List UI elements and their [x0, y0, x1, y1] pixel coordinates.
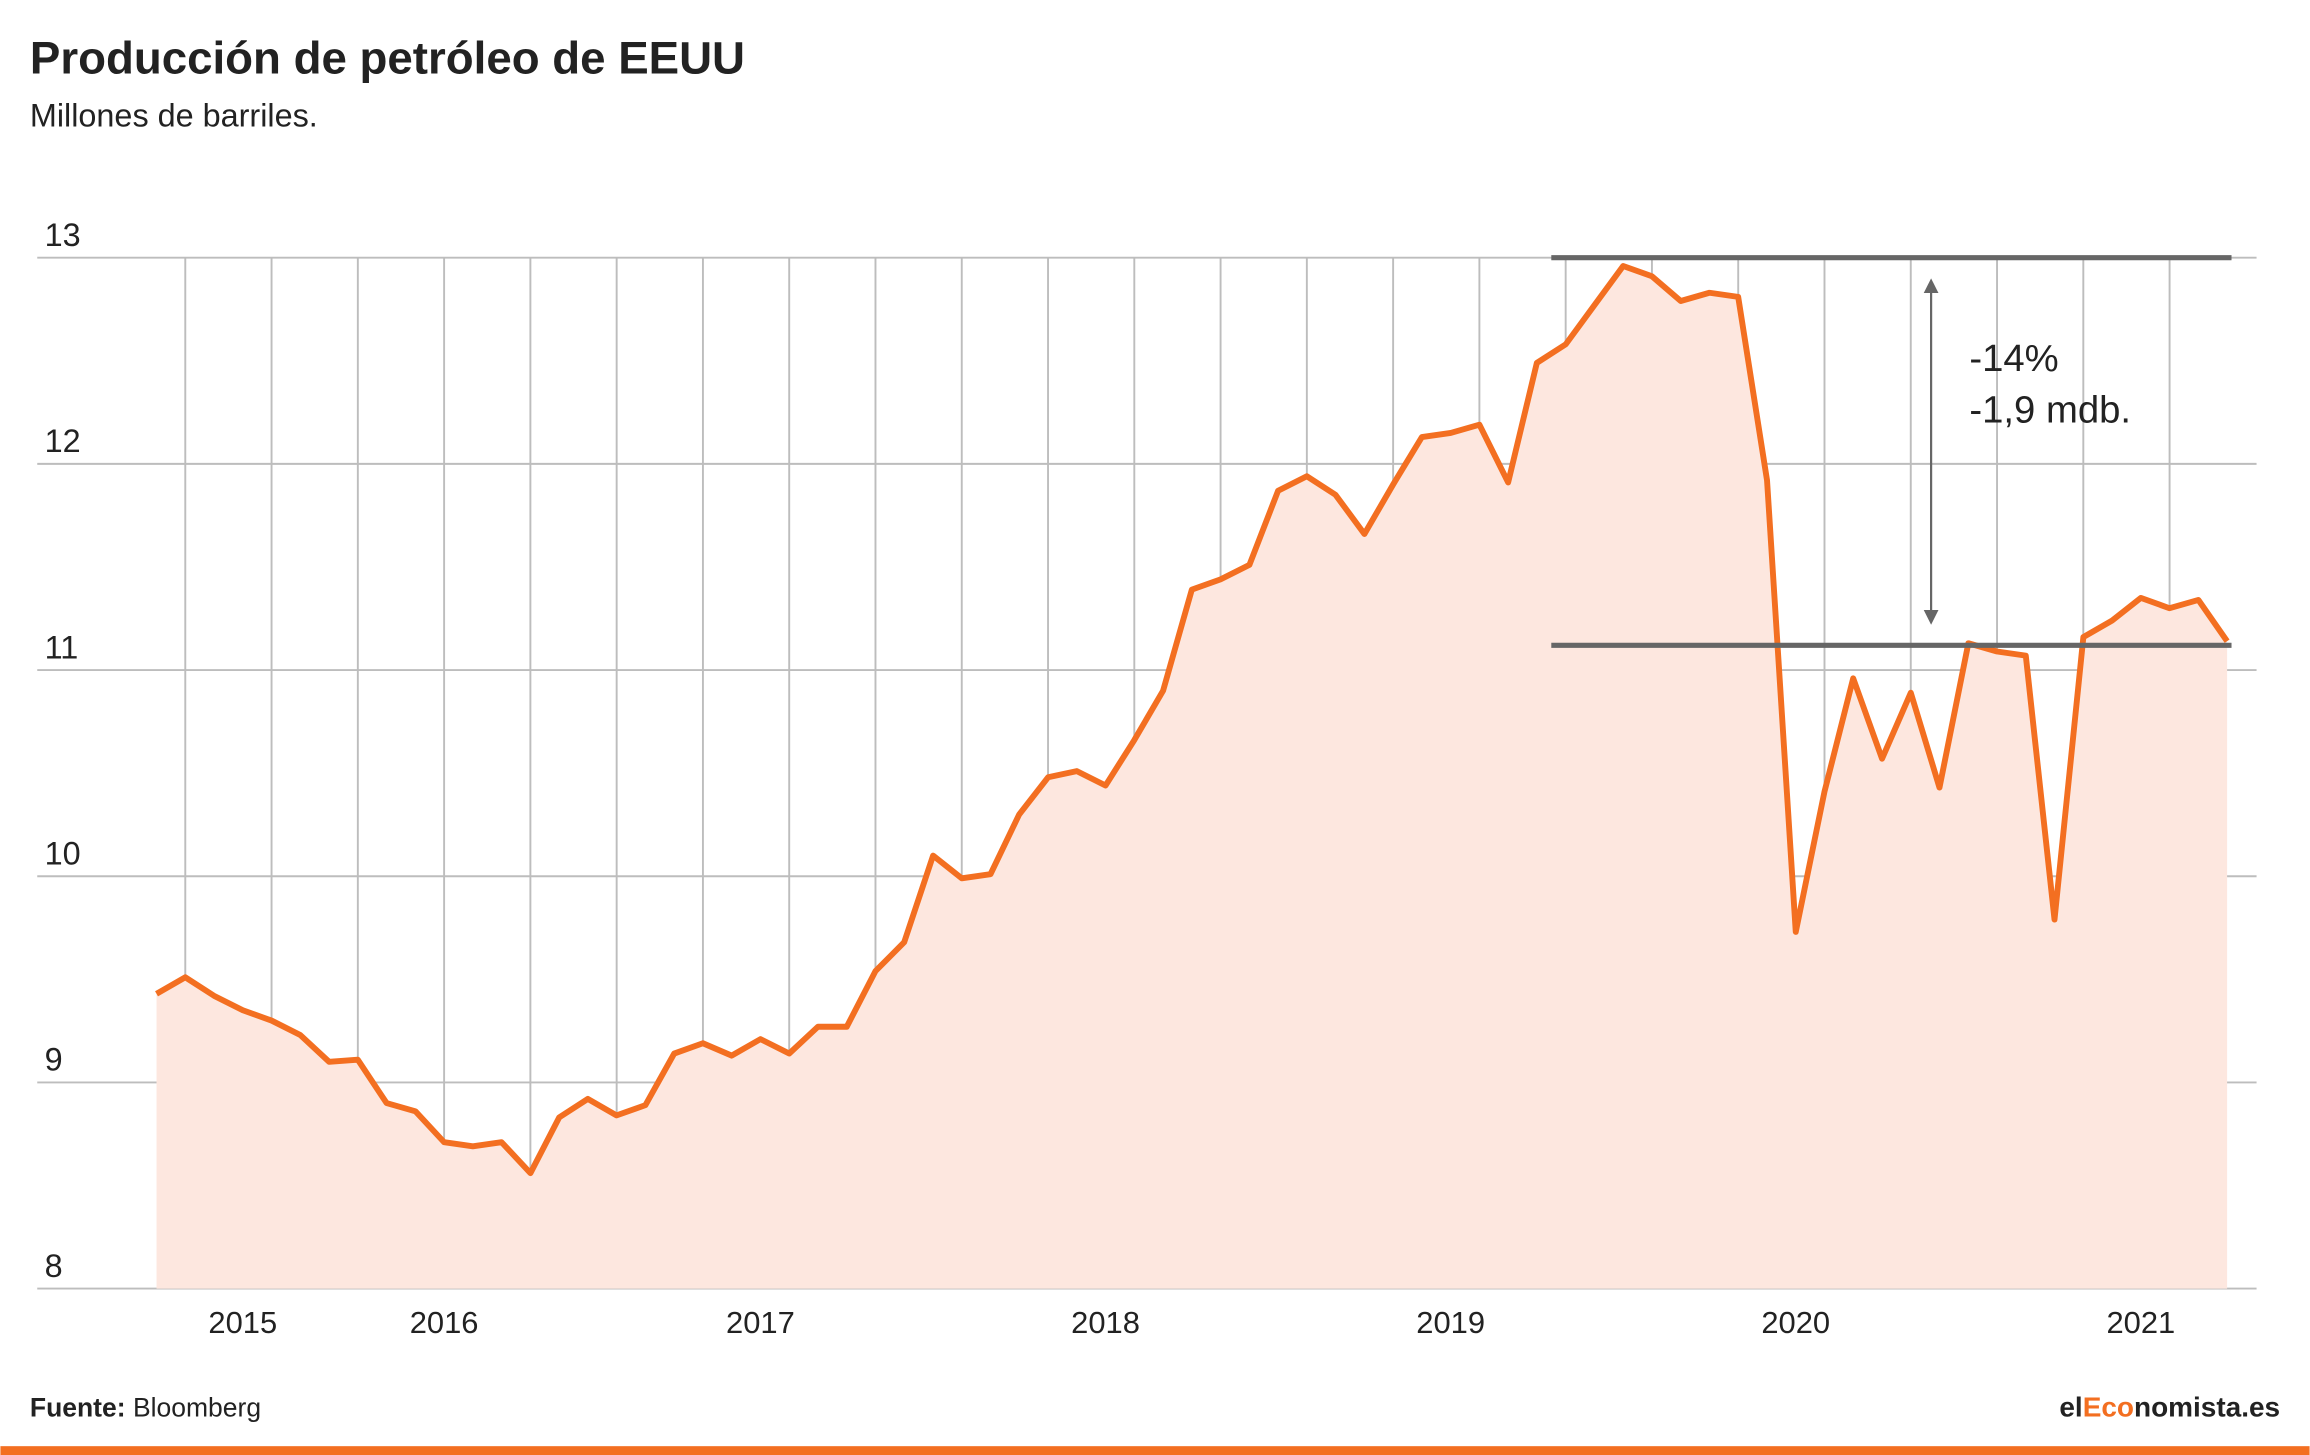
source: Fuente: Bloomberg: [30, 1393, 261, 1423]
logo-part: Eco: [2083, 1392, 2134, 1423]
x-tick-label: 2018: [1071, 1305, 1140, 1340]
arrow-head: [1923, 609, 1939, 625]
x-tick-label: 2019: [1416, 1305, 1485, 1340]
x-tick-label: 2020: [1761, 1305, 1830, 1340]
y-tick-label: 9: [45, 1042, 63, 1078]
x-tick-label: 2017: [726, 1305, 795, 1340]
logo-part: el: [2059, 1392, 2082, 1423]
x-tick-label: 2021: [2106, 1305, 2175, 1340]
y-tick-label: 11: [45, 629, 79, 665]
x-tick-label: 2015: [208, 1305, 277, 1340]
y-tick-label: 10: [45, 835, 81, 871]
area: [156, 265, 2228, 1289]
chart-title: Producción de petróleo de EEUU: [30, 33, 745, 84]
annotation: -14%: [1969, 337, 2058, 380]
y-tick-label: 8: [45, 1248, 63, 1284]
source-name: Bloomberg: [133, 1393, 261, 1423]
x-tick-label: 2016: [410, 1305, 479, 1340]
y-tick-label: 12: [45, 423, 81, 459]
line: [155, 263, 2230, 1177]
arrow-head: [1923, 278, 1939, 294]
chart-subtitle: Millones de barriles.: [30, 98, 318, 134]
logo: elEconomista.es: [2059, 1392, 2280, 1423]
footer-bar: [0, 1446, 2310, 1455]
source-label: Fuente:: [30, 1393, 126, 1423]
annotation: -1,9 mdb.: [1969, 389, 2131, 432]
y-tick-label: 13: [45, 217, 81, 253]
logo-part: nomista.es: [2134, 1392, 2280, 1423]
